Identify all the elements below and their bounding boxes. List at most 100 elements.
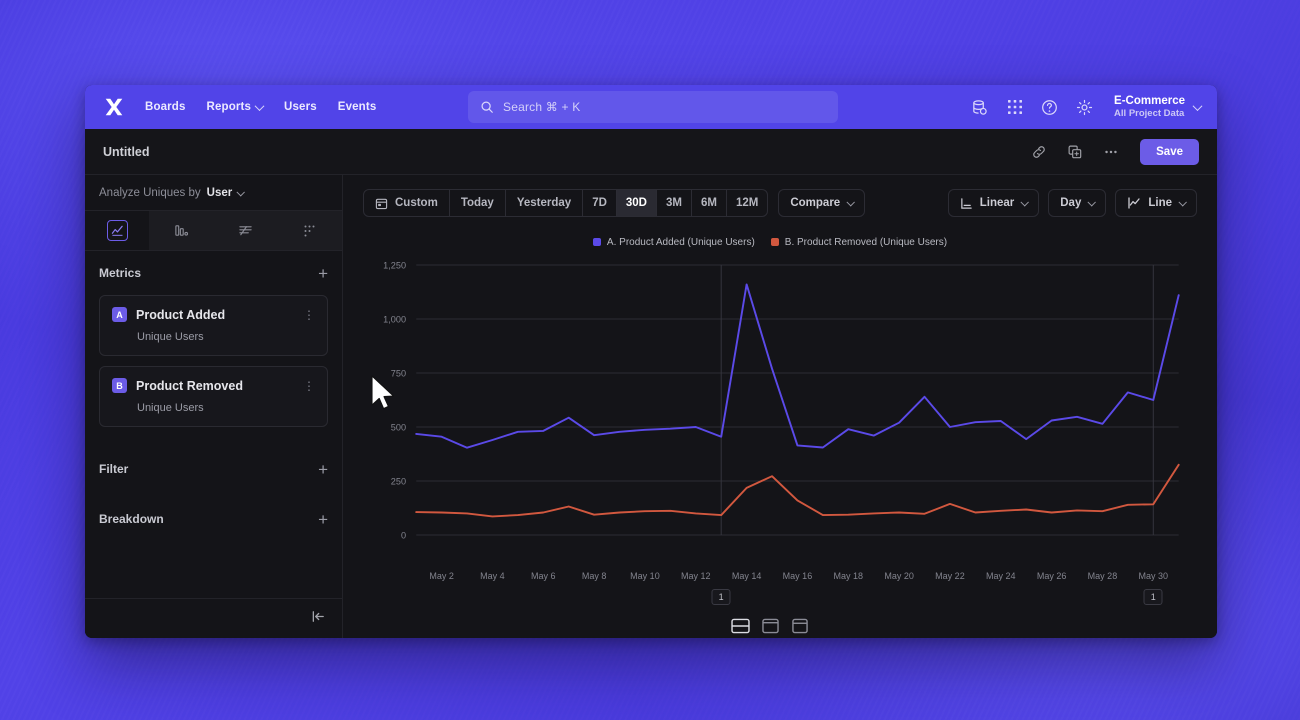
help-circle-icon[interactable]	[1040, 98, 1059, 117]
add-metric-button[interactable]: +	[318, 263, 328, 283]
database-icon[interactable]	[970, 98, 989, 117]
legend-swatch-b	[770, 238, 779, 246]
compare-dropdown[interactable]: Compare	[778, 189, 866, 217]
granularity-label: Day	[1060, 197, 1082, 209]
more-horizontal-icon[interactable]	[1102, 143, 1120, 161]
legend-label-b: B. Product Removed (Unique Users)	[784, 236, 948, 248]
nav-link-boards-label: Boards	[145, 101, 186, 113]
left-sidebar: Analyze Uniques by User	[85, 175, 343, 638]
date-range-12m[interactable]: 12M	[727, 190, 767, 216]
x-axis-label: May 6	[531, 571, 556, 581]
line-chart-icon	[106, 220, 128, 241]
document-header: Untitled Save	[85, 129, 1217, 175]
scale-dropdown[interactable]: Linear	[947, 189, 1040, 217]
date-range-3m[interactable]: 3M	[657, 190, 692, 216]
x-logo-icon[interactable]	[101, 94, 127, 120]
legend-label-a: A. Product Added (Unique Users)	[606, 236, 755, 248]
date-range-6m-label: 6M	[700, 197, 717, 209]
save-button[interactable]: Save	[1140, 138, 1199, 165]
date-range-segmented-control: Custom Today Yesterday 7D 30D	[363, 189, 769, 217]
bar-chart-icon	[171, 220, 192, 241]
metric-menu-b[interactable]: ⋮	[303, 378, 315, 393]
metric-badge-b: B	[112, 378, 127, 393]
chevron-down-icon	[1087, 198, 1097, 207]
search-input[interactable]: Search ⌘ + K	[468, 91, 838, 123]
tab-cohort-grid[interactable]	[277, 211, 342, 250]
chart-x-axis: May 2 May 4 May 6 May 8 May 10 May 12 May 14 Ma…	[343, 571, 1197, 587]
date-range-30d-label: 30D	[625, 197, 647, 209]
apps-grid-icon[interactable]	[1005, 98, 1024, 117]
chevron-down-icon	[1178, 198, 1187, 207]
app-body: Analyze Uniques by User	[85, 175, 1217, 638]
x-axis-label: May 16	[782, 571, 813, 581]
project-name: E-Commerce	[1114, 94, 1185, 107]
date-range-12m-label: 12M	[735, 197, 759, 209]
funnel-flow-icon	[235, 220, 256, 241]
nav-link-reports[interactable]: Reports	[207, 100, 265, 113]
x-axis-label: May 8	[581, 571, 607, 581]
nav-link-boards[interactable]: Boards	[145, 101, 186, 113]
metric-menu-a[interactable]: ⋮	[303, 307, 315, 322]
sidebar-footer	[85, 598, 342, 638]
add-breakdown-button[interactable]: +	[318, 509, 328, 529]
analyze-value: User	[206, 186, 233, 199]
metric-card-product-added[interactable]: A Product Added ⋮ Unique Users	[99, 295, 328, 356]
breakdown-section-header: Breakdown +	[85, 491, 342, 547]
project-selector[interactable]: E-Commerce All Project Data	[1114, 94, 1203, 120]
legend-item-b[interactable]: B. Product Removed (Unique Users)	[770, 236, 948, 248]
x-axis-label: May 10	[630, 571, 660, 581]
svg-text:1,000: 1,000	[383, 315, 406, 325]
date-range-yesterday[interactable]: Yesterday	[506, 190, 584, 216]
tab-line-chart[interactable]	[85, 211, 150, 250]
chart-legend: A. Product Added (Unique Users) B. Produ…	[343, 231, 1197, 253]
cohort-grid-icon	[299, 220, 320, 241]
chart-area: A. Product Added (Unique Users) B. Produ…	[343, 231, 1217, 638]
layout-stacked-icon[interactable]	[791, 618, 810, 634]
duplicate-icon[interactable]	[1066, 143, 1084, 161]
svg-text:500: 500	[391, 423, 406, 433]
tab-bar-chart[interactable]	[149, 211, 214, 250]
x-axis-label: May 28	[1087, 571, 1118, 581]
date-range-today[interactable]: Today	[450, 190, 506, 216]
analyze-by-selector[interactable]: User	[206, 186, 246, 199]
chart-type-dropdown[interactable]: Line	[1115, 189, 1197, 217]
layout-single-panel-icon[interactable]	[761, 618, 780, 634]
annotation-badge[interactable]: 1	[1143, 589, 1163, 605]
x-axis-label: May 20	[884, 571, 914, 581]
scale-label: Linear	[979, 197, 1015, 209]
document-actions: Save	[1030, 138, 1199, 165]
nav-link-users[interactable]: Users	[284, 101, 317, 113]
date-range-custom[interactable]: Custom	[364, 190, 450, 216]
link-icon[interactable]	[1030, 143, 1048, 161]
date-range-today-label: Today	[460, 197, 494, 209]
nav-link-events[interactable]: Events	[338, 101, 377, 113]
chart-options: Linear Day Line	[947, 189, 1197, 217]
add-filter-button[interactable]: +	[318, 459, 328, 479]
chevron-down-icon	[846, 198, 856, 207]
page-title[interactable]: Untitled	[103, 144, 150, 159]
date-range-30d[interactable]: 30D	[616, 190, 657, 216]
search-icon	[481, 101, 493, 113]
metric-card-product-removed[interactable]: B Product Removed ⋮ Unique Users	[99, 366, 328, 427]
annotation-badge[interactable]: 1	[711, 589, 731, 605]
compare-label: Compare	[790, 197, 841, 209]
sidebar-spacer	[85, 437, 342, 447]
legend-item-a[interactable]: A. Product Added (Unique Users)	[592, 236, 755, 248]
top-right-actions: E-Commerce All Project Data	[970, 94, 1203, 120]
x-axis-label: May 18	[833, 571, 864, 581]
svg-text:1,250: 1,250	[383, 261, 406, 271]
date-range-6m[interactable]: 6M	[692, 190, 727, 216]
gear-icon[interactable]	[1075, 98, 1094, 117]
date-range-7d[interactable]: 7D	[583, 190, 617, 216]
tab-funnel-flow[interactable]	[213, 211, 278, 250]
legend-swatch-a	[592, 238, 601, 246]
layout-split-horizontal-icon[interactable]	[730, 618, 750, 634]
analyze-uniques-row: Analyze Uniques by User	[85, 175, 342, 211]
main-panel: Custom Today Yesterday 7D 30D	[343, 175, 1217, 638]
x-axis-label: May 26	[1036, 571, 1067, 581]
date-range-7d-label: 7D	[592, 197, 607, 209]
collapse-panel-icon[interactable]	[311, 609, 326, 629]
granularity-dropdown[interactable]: Day	[1048, 189, 1107, 217]
date-range-3m-label: 3M	[666, 197, 682, 209]
